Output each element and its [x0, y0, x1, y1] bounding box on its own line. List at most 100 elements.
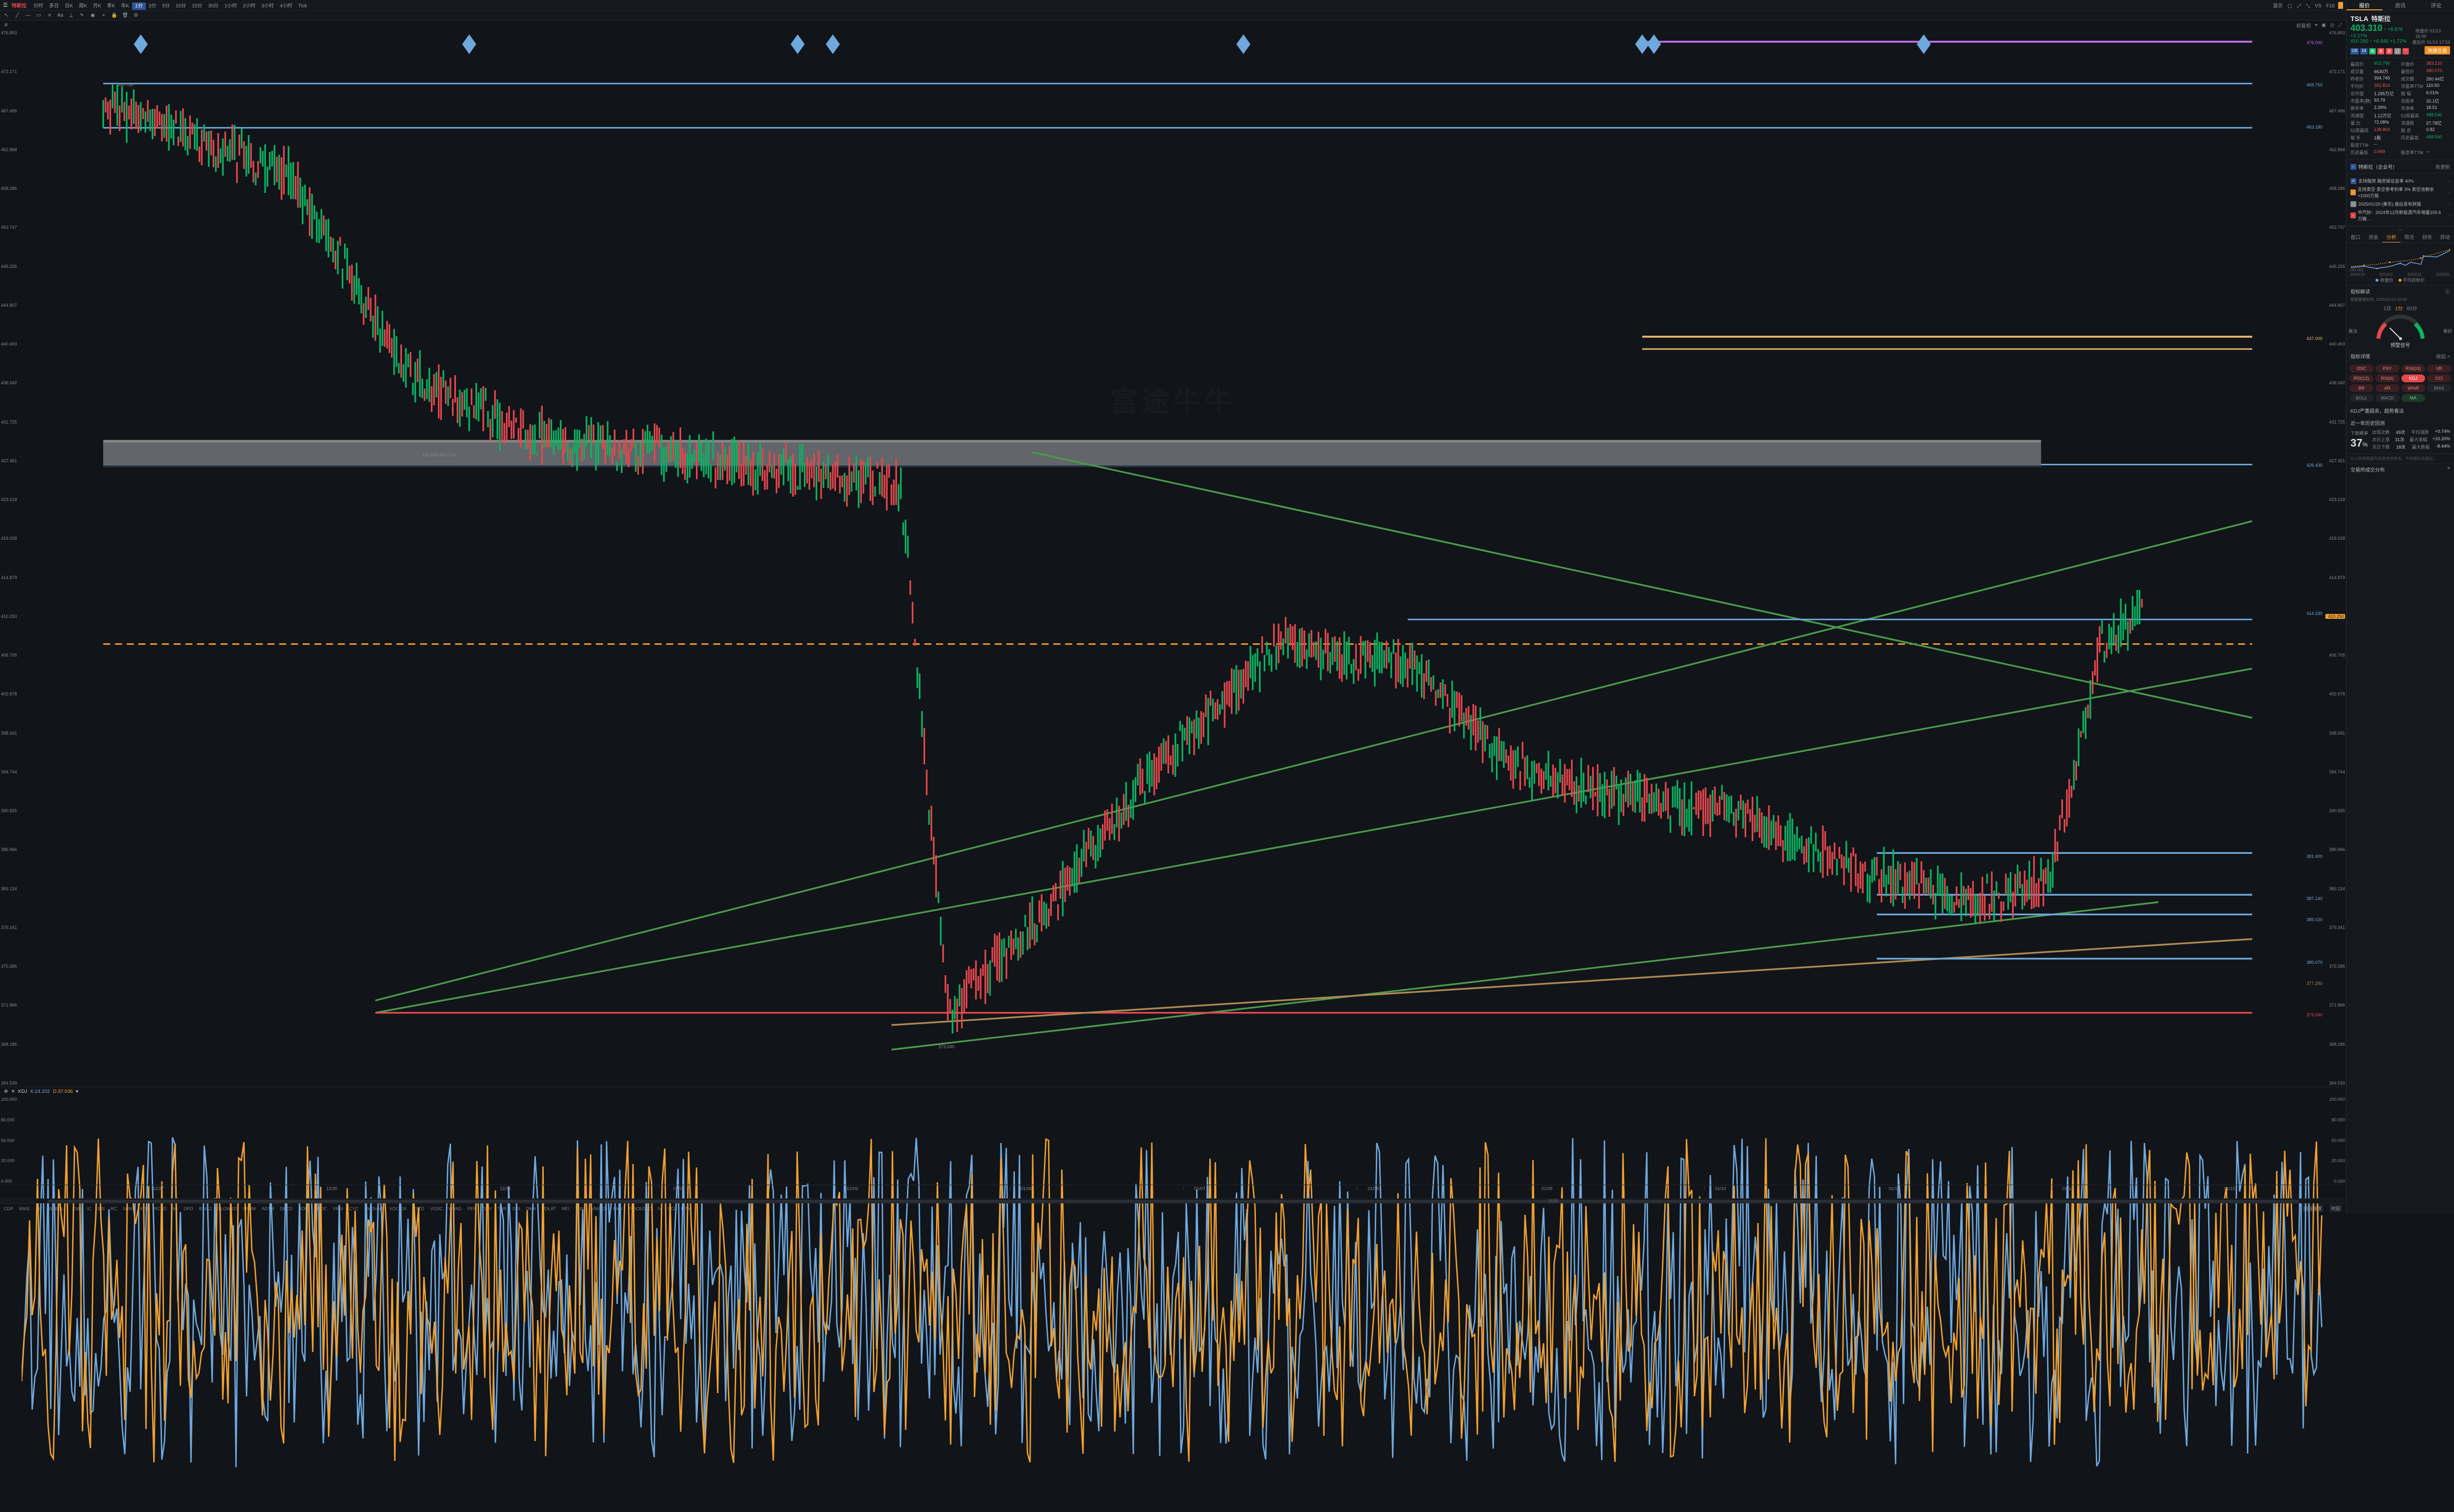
timeframe-年K[interactable]: 年K	[118, 2, 133, 10]
topbar-VS[interactable]: VS	[2312, 2, 2323, 10]
timeframe-1分[interactable]: 1分	[132, 2, 146, 10]
indbtn-RSI(12)[interactable]: RSI(12)	[2349, 374, 2374, 382]
indbtn-RSI(6)[interactable]: RSI(6)	[2375, 374, 2400, 382]
timeframe-2小时[interactable]: 2小时	[240, 2, 259, 10]
line-tool-icon[interactable]: ╱	[14, 12, 21, 19]
indbtn-MA[interactable]: MA	[2401, 394, 2426, 402]
rp-tab-报价[interactable]: 报价	[2347, 0, 2382, 10]
main-area: ☰ 特斯拉 分时多日日K周K月K季K年K1分3分5分10分15分30分1小时2小…	[0, 0, 2346, 1213]
mini-legend: 收盘价平均目标价	[2348, 277, 2452, 283]
ruler-tool-icon[interactable]: ⟂	[68, 12, 75, 19]
settings-tool-icon[interactable]: ⚙	[133, 12, 139, 19]
tf-pills: 1日 1分 60分	[2347, 302, 2454, 314]
corp-name: 特斯拉（企业号）	[2358, 163, 2398, 170]
more-updates[interactable]: 有更新	[2435, 163, 2450, 170]
timeframe-月K[interactable]: 月K	[90, 2, 104, 10]
stock-name[interactable]: 特斯拉	[9, 0, 29, 10]
gauge-title: 预警信号	[2347, 341, 2454, 350]
timeframe-多日[interactable]: 多日	[46, 2, 62, 10]
subtab-资金[interactable]: 资金	[2365, 232, 2383, 242]
timeframe-周K[interactable]: 周K	[76, 2, 90, 10]
collapse-arrow-icon[interactable]: ︿	[2347, 226, 2454, 232]
subtab-分析[interactable]: 分析	[2382, 232, 2401, 242]
osc-y-left: 100.00080.00050.00020.0000.000	[0, 1096, 22, 1185]
fib-tool-icon[interactable]: ≡	[46, 12, 53, 19]
indbtn-RSI(24)[interactable]: RSI(24)	[2401, 365, 2426, 372]
timeframe-季K[interactable]: 季K	[104, 2, 118, 10]
stats-section: 最高价403.790开盘价383.210成交量6630万最低价380.070昨收…	[2347, 58, 2454, 160]
close-note-1: 收盘价 01/13 16:00	[2415, 27, 2450, 39]
topbar-▢[interactable]: ▢	[2285, 2, 2294, 10]
scroll-track[interactable]: 2025	[0, 1198, 2346, 1203]
eye-tool-icon[interactable]: ◉	[89, 12, 96, 19]
price-chart[interactable]: 富途牛牛 476.893472.171467.496462.868458.285…	[0, 29, 2346, 1087]
subtab-简况[interactable]: 简况	[2401, 232, 2419, 242]
subtab-财务[interactable]: 财务	[2418, 232, 2436, 242]
expand-icon[interactable]: ⤢	[2338, 23, 2342, 28]
osc-dd-icon[interactable]: ▾	[76, 1089, 78, 1094]
tfpill-1日[interactable]: 1日	[2383, 304, 2391, 312]
timeframe-4小时[interactable]: 4小时	[277, 2, 295, 10]
rect-tool-icon[interactable]: ▭	[35, 12, 42, 19]
collapse-button[interactable]: 收起 ˄	[2436, 352, 2450, 360]
topbar-F10[interactable]: F10	[2324, 2, 2337, 10]
notes-section: ★支持融资 融资保证金率 40%›★支持卖空 卖空参考利率 3% 卖空池剩余 >…	[2347, 174, 2454, 226]
hline-tool-icon[interactable]: —	[25, 12, 31, 19]
indbtn-W%R[interactable]: W%R	[2401, 384, 2426, 392]
indbtn-CCI[interactable]: CCI	[2427, 374, 2451, 382]
topbar-显示[interactable]: 显示	[2270, 2, 2285, 10]
dropdown-icon[interactable]: ▾	[2315, 23, 2318, 28]
trash-tool-icon[interactable]: 🗑	[122, 12, 129, 19]
corp-icon: ✓	[2350, 164, 2356, 170]
fast-trade-button[interactable]: 快捷交易	[2425, 46, 2450, 54]
price-label: 391.400	[2306, 854, 2322, 859]
topbar-⤢[interactable]: ⤢	[2294, 2, 2303, 10]
osc-d: D:37.036	[53, 1089, 73, 1094]
timeframe-5分[interactable]: 5分	[159, 2, 173, 10]
timeframe-30分[interactable]: 30分	[205, 2, 221, 10]
timeframe-3小时[interactable]: 3小时	[258, 2, 277, 10]
scroll-thumb[interactable]	[47, 1200, 2299, 1203]
timeframe-分时[interactable]: 分时	[30, 2, 46, 10]
menu-icon[interactable]: ☰	[3, 2, 8, 8]
magnet-tool-icon[interactable]: ⌖	[100, 12, 107, 19]
tfpill-60分[interactable]: 60分	[2407, 304, 2417, 312]
subtab-异动[interactable]: 异动	[2436, 232, 2454, 242]
reinstate-label[interactable]: 前复权	[2296, 22, 2311, 29]
indbtn-BIAS[interactable]: BIAS	[2427, 384, 2451, 392]
indbtn-PSY[interactable]: PSY	[2375, 365, 2400, 372]
timeframe-3分[interactable]: 3分	[146, 2, 160, 10]
timeframe-Tick[interactable]: Tick	[295, 2, 310, 10]
osc-gear-icon[interactable]: ✲	[4, 1089, 8, 1094]
topbar-⤡[interactable]: ⤡	[2303, 2, 2312, 10]
lock-tool-icon[interactable]: 🔒	[111, 12, 118, 19]
rp-tab-资讯[interactable]: 资讯	[2382, 0, 2418, 10]
indicator-CDP[interactable]: CDP	[4, 1206, 13, 1211]
tfpill-1分[interactable]: 1分	[2395, 304, 2403, 312]
indbtn-BOLL[interactable]: BOLL	[2349, 394, 2374, 402]
info-icon[interactable]: ⓘ	[2445, 288, 2450, 295]
indbtn-VR[interactable]: VR	[2427, 365, 2451, 372]
symbol: TSLA	[2350, 15, 2369, 23]
chart-gear-icon[interactable]: ✲	[4, 23, 8, 28]
timeframe-10分[interactable]: 10分	[173, 2, 189, 10]
timeframe-15分[interactable]: 15分	[189, 2, 205, 10]
osc-close-icon[interactable]: ✕	[11, 1089, 15, 1094]
timeframe-日K[interactable]: 日K	[62, 2, 76, 10]
rp-tabs: 报价资讯评论	[2347, 0, 2454, 11]
indbtn-MACD[interactable]: MACD	[2375, 394, 2400, 402]
timeframe-1小时[interactable]: 1小时	[221, 2, 240, 10]
layers-icon[interactable]: ▣	[2321, 23, 2326, 28]
camera-icon[interactable]: ◎	[2330, 23, 2334, 28]
brush-tool-icon[interactable]: ✎	[79, 12, 85, 19]
indbtn-OSC[interactable]: OSC	[2349, 365, 2374, 372]
rp-tab-评论[interactable]: 评论	[2418, 0, 2454, 10]
osc-y-right: 100.00080.00050.00020.0000.000	[2324, 1096, 2346, 1185]
indbtn-KDJ[interactable]: KDJ	[2401, 374, 2426, 382]
cursor-tool-icon[interactable]: ↖	[3, 12, 10, 19]
mini-x-axis: 2024/102024/112024/122025/01	[2348, 272, 2452, 277]
text-tool-icon[interactable]: Aa	[57, 12, 64, 19]
subtab-盘口[interactable]: 盘口	[2347, 232, 2365, 242]
indbtn-BR[interactable]: BR	[2349, 384, 2374, 392]
indbtn-AR[interactable]: AR	[2375, 384, 2400, 392]
